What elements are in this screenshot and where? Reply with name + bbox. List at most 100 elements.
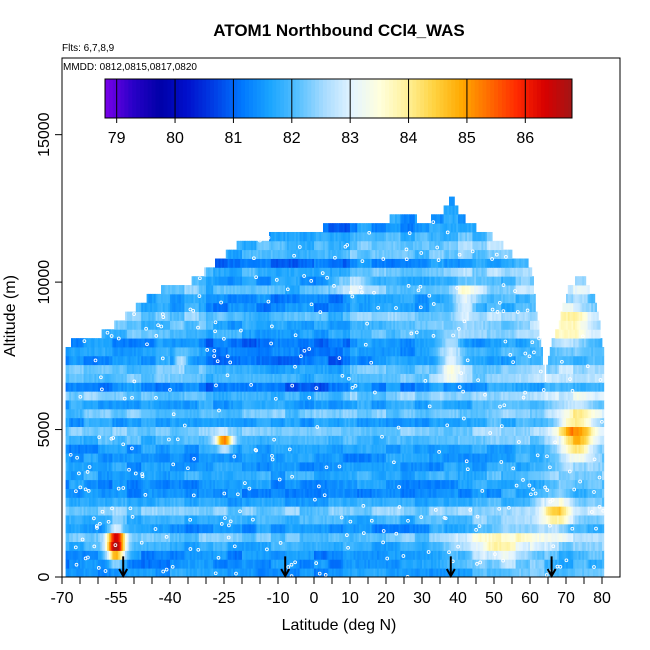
heatmap-cell	[476, 515, 479, 525]
heatmap-cell	[510, 444, 513, 454]
heatmap-cell	[155, 532, 158, 543]
heatmap-cell	[431, 559, 434, 569]
heatmap-cell	[114, 532, 117, 543]
heatmap-cell	[470, 461, 473, 472]
heatmap-cell	[98, 435, 101, 445]
heatmap-cell	[434, 479, 437, 489]
heatmap-cell	[535, 568, 538, 577]
heatmap-cell	[600, 550, 603, 560]
heatmap-cell	[366, 488, 369, 498]
heatmap-cell	[486, 559, 489, 569]
heatmap-cell	[479, 461, 482, 472]
heatmap-cell	[369, 523, 372, 534]
heatmap-cell	[539, 444, 542, 454]
heatmap-cell	[396, 444, 399, 454]
heatmap-cell	[308, 541, 311, 551]
heatmap-cell	[504, 444, 507, 454]
heatmap-cell	[567, 523, 570, 534]
heatmap-cell	[362, 550, 365, 560]
heatmap-cell	[152, 479, 155, 489]
heatmap-cell	[513, 559, 516, 569]
heatmap-cell	[524, 444, 527, 454]
heatmap-cell	[72, 506, 75, 516]
heatmap-cell	[92, 461, 95, 472]
heatmap-cell	[501, 559, 504, 569]
heatmap-cell	[485, 550, 488, 560]
heatmap-cell	[587, 506, 590, 516]
heatmap-cell	[501, 541, 504, 551]
heatmap-cell	[125, 479, 128, 489]
heatmap-cell	[441, 532, 444, 543]
heatmap-cell	[139, 532, 142, 543]
heatmap-cell	[387, 506, 390, 516]
heatmap-cell	[409, 479, 412, 489]
heatmap-cell	[202, 559, 205, 569]
heatmap-cell	[215, 568, 218, 577]
heatmap-cell	[515, 470, 518, 481]
heatmap-cell	[323, 541, 326, 551]
heatmap-cell	[585, 532, 588, 543]
heatmap-cell	[321, 497, 324, 507]
heatmap-cell	[272, 461, 275, 472]
heatmap-cell	[396, 426, 399, 436]
heatmap-cell	[461, 550, 464, 560]
heatmap-cell	[197, 532, 200, 543]
heatmap-cell	[420, 506, 423, 516]
heatmap-cell	[407, 426, 410, 436]
heatmap-cell	[281, 488, 284, 498]
heatmap-cell	[123, 497, 126, 507]
heatmap-cell	[395, 506, 398, 516]
heatmap-cell	[420, 568, 423, 577]
heatmap-cell	[432, 470, 435, 481]
heatmap-cell	[422, 453, 425, 463]
heatmap-cell	[139, 541, 142, 551]
heatmap-cell	[342, 435, 345, 445]
heatmap-cell	[341, 479, 344, 489]
heatmap-cell	[233, 541, 236, 551]
heatmap-cell	[240, 426, 243, 436]
heatmap-cell	[580, 453, 583, 463]
heatmap-cell	[99, 550, 102, 560]
heatmap-cell	[128, 470, 131, 481]
heatmap-cell	[278, 541, 281, 551]
heatmap-cell	[479, 541, 482, 551]
heatmap-cell	[369, 444, 372, 454]
heatmap-cell	[220, 515, 223, 525]
heatmap-cell	[265, 532, 268, 543]
heatmap-cell	[461, 470, 464, 481]
heatmap-cell	[492, 488, 495, 498]
heatmap-cell	[351, 444, 354, 454]
heatmap-cell	[510, 506, 513, 516]
heatmap-cell	[99, 568, 102, 577]
heatmap-cell	[407, 523, 410, 534]
heatmap-cell	[332, 550, 335, 560]
heatmap-cell	[524, 541, 527, 551]
heatmap-cell	[150, 479, 153, 489]
heatmap-cell	[438, 532, 441, 543]
heatmap-cell	[587, 435, 590, 445]
heatmap-cell	[454, 444, 457, 454]
heatmap-cell	[249, 435, 252, 445]
heatmap-cell	[182, 550, 185, 560]
heatmap-cell	[290, 444, 293, 454]
heatmap-cell	[182, 559, 185, 569]
heatmap-cell	[153, 453, 156, 463]
heatmap-cell	[395, 470, 398, 481]
heatmap-cell	[483, 506, 486, 516]
heatmap-cell	[492, 523, 495, 534]
heatmap-cell	[186, 568, 189, 577]
heatmap-cell	[72, 550, 75, 560]
heatmap-cell	[434, 568, 437, 577]
heatmap-cell	[564, 453, 567, 463]
heatmap-cell	[184, 559, 187, 569]
heatmap-cell	[369, 550, 372, 560]
heatmap-cell	[315, 532, 318, 543]
heatmap-cell	[416, 461, 419, 472]
heatmap-cell	[126, 559, 129, 569]
heatmap-cell	[328, 426, 331, 436]
heatmap-cell	[324, 506, 327, 516]
heatmap-cell	[434, 559, 437, 569]
heatmap-cell	[132, 497, 135, 507]
heatmap-cell	[382, 550, 385, 560]
heatmap-cell	[342, 488, 345, 498]
